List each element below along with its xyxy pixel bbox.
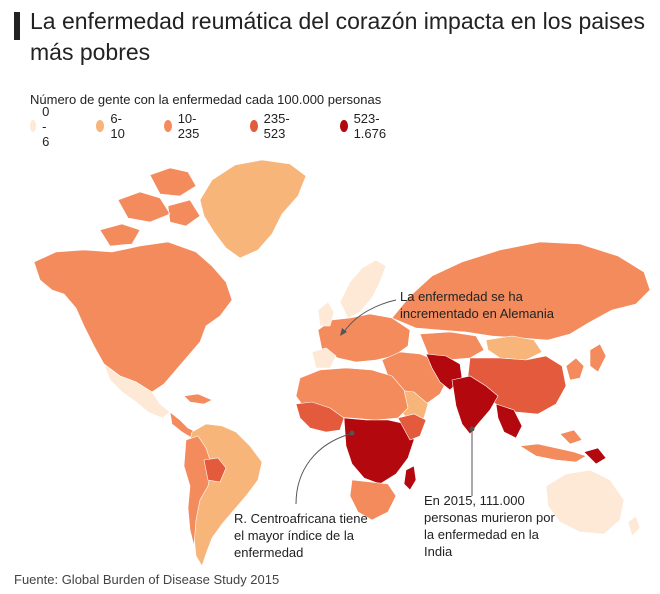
source-note: Fuente: Global Burden of Disease Study 2… xyxy=(14,572,280,587)
region-indonesia xyxy=(519,429,587,463)
region-india xyxy=(451,375,499,435)
region-north-america xyxy=(33,241,233,393)
region-russia xyxy=(391,241,651,341)
legend-item-0-6: 0 - 6 xyxy=(30,104,55,149)
region-europe xyxy=(317,313,411,363)
region-west-africa xyxy=(295,401,345,433)
legend-item-10-235: 10-235 xyxy=(164,111,204,141)
region-horn-of-africa xyxy=(397,413,427,441)
region-new-zealand xyxy=(627,515,641,537)
marker-india xyxy=(469,426,475,432)
legend-label: 235-523 xyxy=(263,111,290,141)
legend-label: 0 - 6 xyxy=(42,103,50,149)
annotation-car: R. Centroafricana tiene el mayor índice … xyxy=(234,511,368,560)
region-australia xyxy=(545,469,625,535)
legend-item-523-1676: 523-1.676 xyxy=(340,111,391,141)
legend-swatch xyxy=(96,120,105,132)
legend-label: 6-10 xyxy=(110,111,125,141)
legend-label: 523-1.676 xyxy=(353,111,387,141)
region-png xyxy=(583,447,607,465)
legend-swatch xyxy=(30,120,37,132)
region-scandinavia xyxy=(339,259,387,319)
region-uk xyxy=(317,301,335,327)
region-central-east-africa xyxy=(343,417,415,485)
leader-line-germany xyxy=(343,299,397,333)
region-iberia xyxy=(311,347,337,369)
legend-swatch xyxy=(164,120,172,132)
legend-swatch xyxy=(250,120,258,132)
page-title: La enfermedad reumática del corazón impa… xyxy=(30,8,645,65)
marker-car xyxy=(349,430,355,436)
legend-item-6-10: 6-10 xyxy=(96,111,128,141)
region-arctic-islands xyxy=(99,167,201,247)
legend-label: 10-235 xyxy=(177,111,200,141)
title-accent-bar xyxy=(14,12,20,40)
legend-swatch xyxy=(340,120,348,132)
region-korea-japan xyxy=(565,343,607,381)
region-mexico xyxy=(103,363,171,419)
region-mongolia xyxy=(485,335,543,361)
legend-title: Número de gente con la enfermedad cada 1… xyxy=(30,92,382,107)
annotation-india: En 2015, 111.000 personas murieron por l… xyxy=(424,493,555,559)
leader-line-car xyxy=(295,433,351,505)
world-map xyxy=(33,159,651,567)
region-southern-africa xyxy=(349,479,397,521)
arrowhead-germany xyxy=(340,328,347,336)
region-greenland xyxy=(199,159,307,259)
region-madagascar xyxy=(403,465,417,491)
annotation-germany: La enfermedad se ha incrementado en Alem… xyxy=(400,289,554,321)
legend-item-235-523: 235-523 xyxy=(250,111,294,141)
region-southeast-asia xyxy=(495,403,523,439)
region-bolivia xyxy=(203,457,227,483)
